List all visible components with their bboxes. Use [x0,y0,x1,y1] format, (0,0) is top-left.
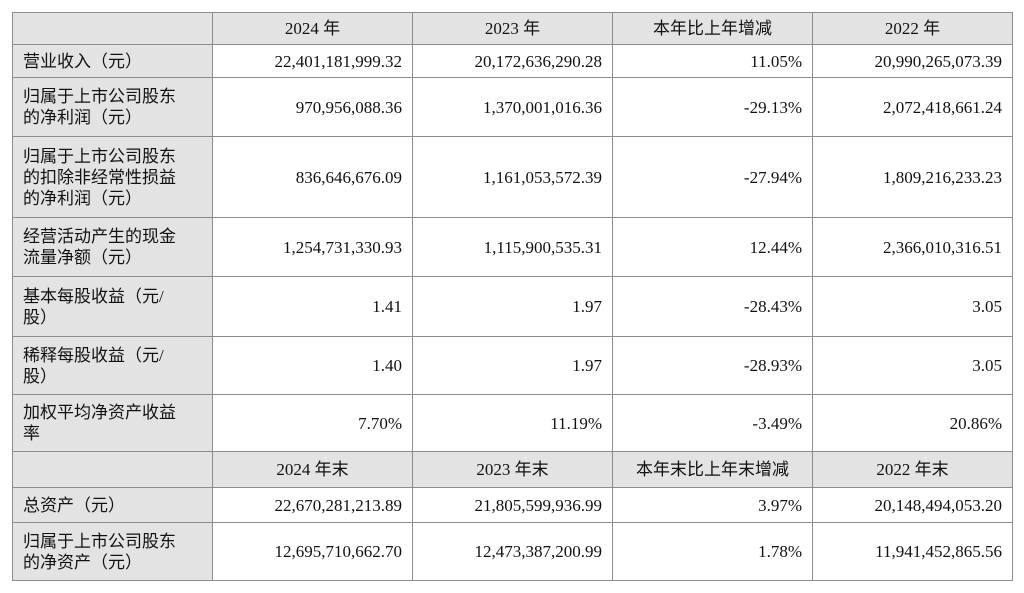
value-cell: 1,809,216,233.23 [812,136,1013,218]
value-cell: 7.70% [212,394,413,452]
table-row: 经营活动产生的现金 流量净额（元） 1,254,731,330.93 1,115… [12,217,1013,277]
value-cell: 11,941,452,865.56 [812,522,1013,581]
row-label: 归属于上市公司股东 的扣除非经常性损益 的净利润（元） [12,136,213,218]
row-label: 基本每股收益（元/ 股） [12,276,213,337]
row-label-line: 归属于上市公司股东 [23,87,176,106]
value-cell: 22,670,281,213.89 [212,487,413,523]
header-cell: 本年比上年增减 [612,12,813,45]
row-label-line: 营业收入（元） [23,51,142,71]
value-cell: 20,172,636,290.28 [412,44,613,78]
row-label-line: 的净利润（元） [23,108,142,127]
value-cell: -29.13% [612,77,813,137]
value-cell: 1,161,053,572.39 [412,136,613,218]
value-cell: -27.94% [612,136,813,218]
value-cell: 12,695,710,662.70 [212,522,413,581]
value-cell: 20,990,265,073.39 [812,44,1013,78]
row-label-line: 流量净额（元） [23,248,142,267]
row-label-line: 归属于上市公司股东 [23,531,176,551]
value-cell: -28.43% [612,276,813,337]
header-cell: 2022 年末 [812,451,1013,488]
row-label-line: 率 [23,424,40,443]
row-label-line: 基本每股收益（元/ [23,286,164,306]
value-cell: 1.97 [412,336,613,395]
value-cell: 1.41 [212,276,413,337]
row-label: 加权平均净资产收益 率 [12,394,213,452]
financial-summary-table: 2024 年 2023 年 本年比上年增减 2022 年 营业收入（元） 22,… [12,12,1013,581]
value-cell: 20.86% [812,394,1013,452]
header-cell: 2024 年 [212,12,413,45]
row-label: 归属于上市公司股东 的净资产（元） [12,522,213,581]
value-cell: 970,956,088.36 [212,77,413,137]
value-cell: 21,805,599,936.99 [412,487,613,523]
value-cell: 1.97 [412,276,613,337]
value-cell: 20,148,494,053.20 [812,487,1013,523]
table-row: 稀释每股收益（元/ 股） 1.40 1.97 -28.93% 3.05 [12,336,1013,395]
header-corner-cell [12,451,213,488]
value-cell: 3.97% [612,487,813,523]
value-cell: -28.93% [612,336,813,395]
value-cell: 12,473,387,200.99 [412,522,613,581]
table-row: 归属于上市公司股东 的净利润（元） 970,956,088.36 1,370,0… [12,77,1013,137]
value-cell: 1.40 [212,336,413,395]
table-row: 基本每股收益（元/ 股） 1.41 1.97 -28.43% 3.05 [12,276,1013,337]
value-cell: 2,072,418,661.24 [812,77,1013,137]
row-label: 归属于上市公司股东 的净利润（元） [12,77,213,137]
row-label-line: 的扣除非经常性损益 [23,167,176,187]
header-cell: 2023 年 [412,12,613,45]
header-cell: 2022 年 [812,12,1013,45]
header-cell: 2024 年末 [212,451,413,488]
row-label: 总资产（元） [12,487,213,523]
row-label-line: 总资产（元） [23,495,125,515]
value-cell: 3.05 [812,336,1013,395]
value-cell: 3.05 [812,276,1013,337]
table-row: 归属于上市公司股东 的净资产（元） 12,695,710,662.70 12,4… [12,522,1013,581]
header-cell: 2023 年末 [412,451,613,488]
header-cell: 本年末比上年末增减 [612,451,813,488]
value-cell: 1,370,001,016.36 [412,77,613,137]
value-cell: 11.05% [612,44,813,78]
value-cell: 11.19% [412,394,613,452]
row-label-line: 加权平均净资产收益 [23,403,176,422]
row-label: 稀释每股收益（元/ 股） [12,336,213,395]
value-cell: 22,401,181,999.32 [212,44,413,78]
header-corner-cell [12,12,213,45]
row-label-line: 股） [23,366,57,386]
table-row: 加权平均净资产收益 率 7.70% 11.19% -3.49% 20.86% [12,394,1013,452]
row-label: 营业收入（元） [12,44,213,78]
row-label-line: 归属于上市公司股东 [23,146,176,166]
value-cell: 1,115,900,535.31 [412,217,613,277]
value-cell: 836,646,676.09 [212,136,413,218]
table-row: 营业收入（元） 22,401,181,999.32 20,172,636,290… [12,44,1013,78]
value-cell: 1,254,731,330.93 [212,217,413,277]
value-cell: 1.78% [612,522,813,581]
row-label-line: 稀释每股收益（元/ [23,345,164,365]
row-label: 经营活动产生的现金 流量净额（元） [12,217,213,277]
table-header-row: 2024 年 2023 年 本年比上年增减 2022 年 [12,12,1013,45]
table-row: 归属于上市公司股东 的扣除非经常性损益 的净利润（元） 836,646,676.… [12,136,1013,218]
table-header-row: 2024 年末 2023 年末 本年末比上年末增减 2022 年末 [12,451,1013,488]
value-cell: 2,366,010,316.51 [812,217,1013,277]
row-label-line: 经营活动产生的现金 [23,227,176,246]
table-row: 总资产（元） 22,670,281,213.89 21,805,599,936.… [12,487,1013,523]
row-label-line: 的净资产（元） [23,552,142,572]
value-cell: 12.44% [612,217,813,277]
value-cell: -3.49% [612,394,813,452]
row-label-line: 的净利润（元） [23,188,142,208]
row-label-line: 股） [23,307,57,327]
